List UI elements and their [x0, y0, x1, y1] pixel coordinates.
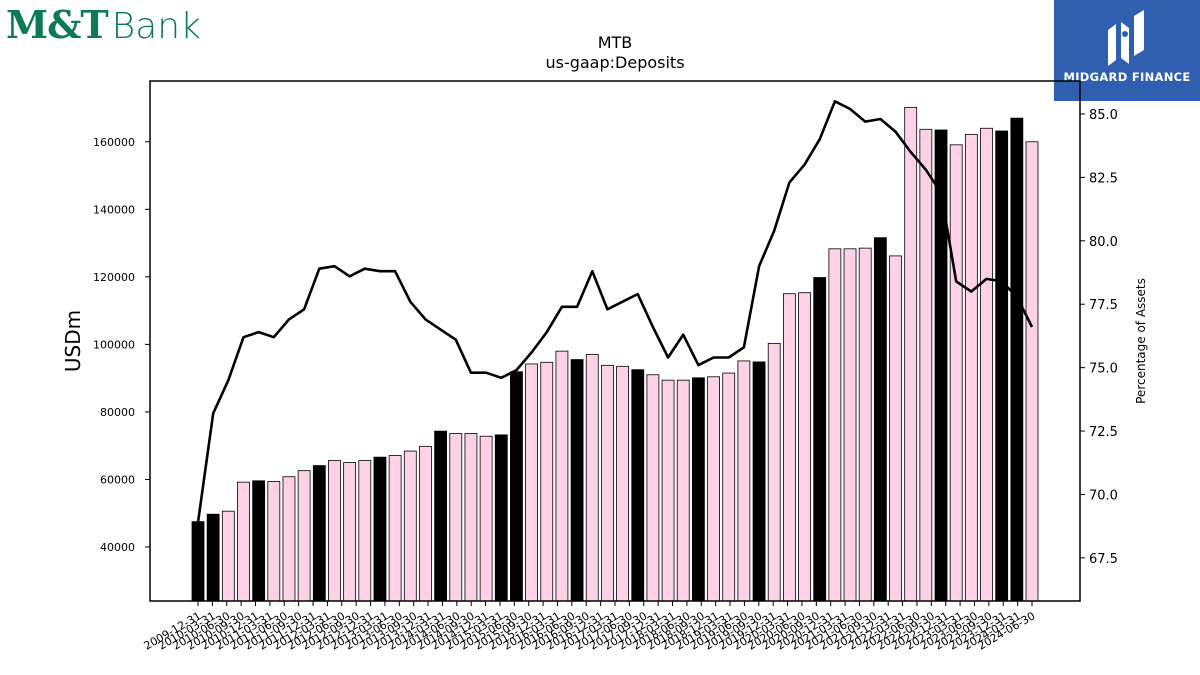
bar [343, 462, 357, 602]
bar [949, 144, 963, 602]
bar [267, 481, 281, 602]
bar [585, 354, 599, 602]
bar [676, 379, 690, 602]
bar [767, 342, 781, 602]
y-axis-label: USDm [61, 310, 85, 372]
y-tick-label: 160000 [93, 136, 135, 149]
y2-tick-label: 80.0 [1089, 235, 1118, 250]
bar [873, 237, 887, 602]
y-tick-label: 60000 [100, 473, 135, 486]
bar [707, 376, 720, 602]
bar [798, 292, 811, 602]
y2-tick-label: 70.0 [1089, 488, 1118, 503]
y2-tick-label: 77.5 [1089, 298, 1118, 313]
chart-title: MTB [598, 33, 633, 52]
y2-axis-label: Percentage of Assets [1134, 278, 1148, 404]
left-axis: 40000 60000 80000 100000 120000 140000 160000 [93, 136, 150, 554]
bar [494, 434, 508, 602]
bar [525, 363, 538, 602]
midgard-emblem-icon [1108, 10, 1144, 66]
bar [237, 481, 250, 602]
bar [419, 445, 432, 602]
logo-word-text: Bank [111, 6, 201, 47]
bar [843, 248, 857, 602]
bar [646, 374, 660, 602]
bar [601, 364, 614, 602]
bar [722, 372, 736, 602]
bar [297, 470, 311, 602]
bar [995, 130, 1009, 602]
chart-subtitle: us-gaap:Deposits [545, 53, 684, 72]
bar [358, 460, 372, 602]
bar [980, 127, 993, 602]
y-tick-label: 120000 [93, 271, 135, 284]
logo-mark-text: M&T [6, 2, 109, 47]
bar [403, 450, 417, 602]
bar [889, 255, 902, 602]
bar [540, 361, 554, 602]
bar [510, 371, 523, 602]
y-tick-label: 100000 [93, 338, 135, 351]
y-tick-label: 140000 [93, 203, 135, 216]
bar [904, 106, 918, 602]
bar [813, 277, 827, 602]
bar-series [191, 106, 1039, 602]
bar [449, 433, 463, 602]
percentage-line [196, 100, 1034, 523]
line-series [196, 100, 1034, 523]
bar [737, 360, 751, 602]
y2-tick-label: 75.0 [1089, 362, 1118, 377]
bar [934, 129, 948, 602]
bar [328, 460, 341, 602]
bar [631, 369, 645, 602]
y2-tick-label: 82.5 [1089, 171, 1118, 186]
bar [692, 377, 705, 602]
bar [388, 455, 402, 602]
bar [479, 435, 493, 602]
bar [964, 133, 978, 602]
bar [1025, 141, 1039, 602]
y2-tick-label: 67.5 [1089, 552, 1118, 567]
right-axis: 67.5 70.0 72.5 75.0 77.5 80.0 82.5 85.0 [1080, 108, 1118, 567]
bar [464, 433, 478, 602]
publisher-logo-text: MIDGARD FINANCE [1063, 70, 1191, 84]
bar [782, 293, 796, 602]
y2-tick-label: 85.0 [1089, 108, 1118, 123]
bar [919, 128, 933, 602]
bar [828, 248, 842, 602]
bar [752, 361, 766, 602]
y-tick-label: 80000 [100, 406, 135, 419]
midgard-finance-logo: MIDGARD FINANCE [1054, 0, 1200, 101]
bar [661, 379, 675, 602]
bar [555, 350, 569, 602]
bar [616, 365, 629, 602]
bar [206, 513, 220, 602]
bar [373, 456, 387, 602]
y-tick-label: 40000 [100, 541, 135, 554]
bar [434, 430, 448, 602]
bar [221, 510, 235, 602]
plot-frame [149, 80, 1081, 602]
bar [282, 476, 296, 602]
bar [252, 480, 266, 602]
mt-bank-logo: M&T Bank [6, 2, 201, 47]
bar [570, 359, 584, 602]
bar [191, 521, 205, 602]
x-axis: 2009-12-312010-03-312010-06-302010-09-30… [142, 601, 1038, 653]
bar [858, 247, 872, 602]
bar [1010, 117, 1024, 602]
bar [312, 465, 326, 602]
y2-tick-label: 72.5 [1089, 425, 1118, 440]
